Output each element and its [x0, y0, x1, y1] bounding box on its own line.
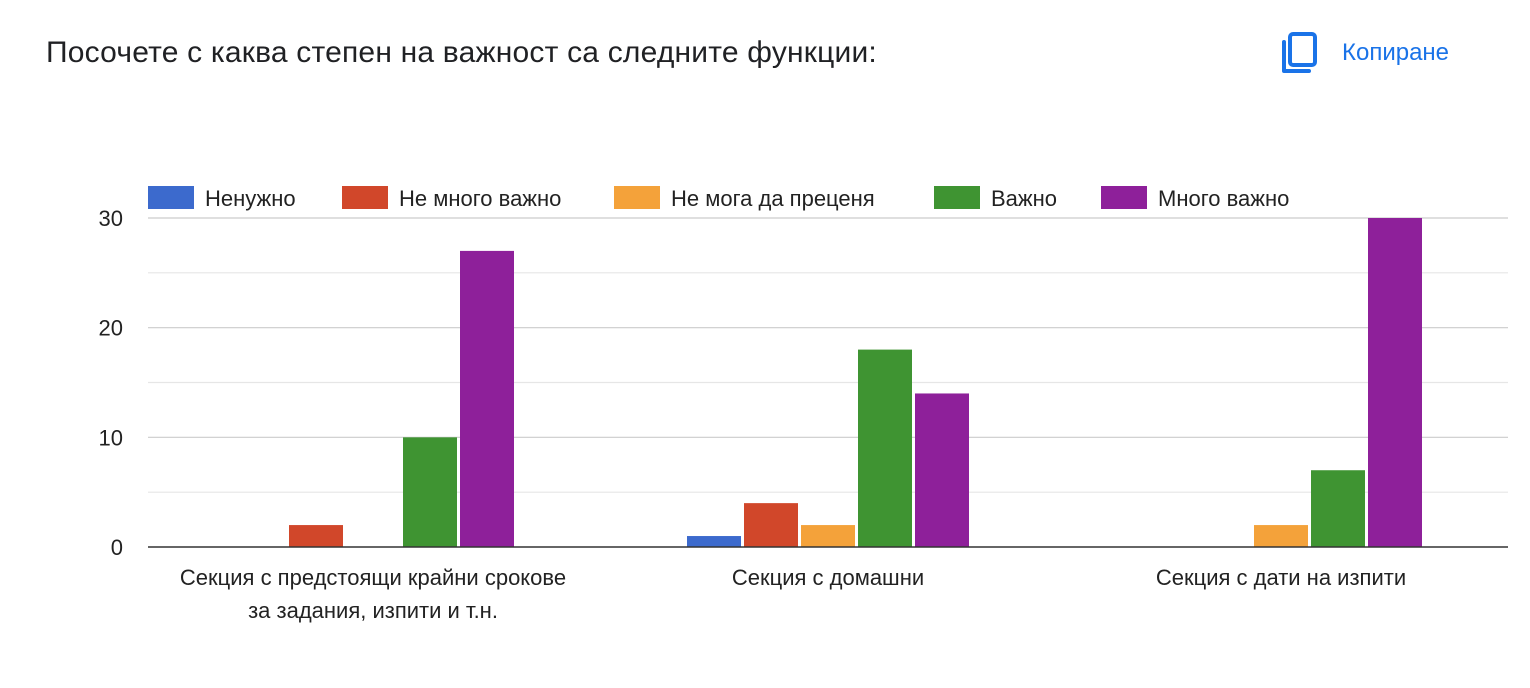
y-tick-label: 0	[111, 535, 123, 560]
copy-icon	[1278, 30, 1320, 76]
legend: Ненужно Не много важно Не мога да преценя В…	[148, 186, 1289, 211]
legend-label: Много важно	[1158, 186, 1289, 211]
legend-swatch	[1101, 186, 1147, 209]
legend-label: Важно	[991, 186, 1057, 211]
x-axis-categories: Секция с предстоящи крайни срокове за зад…	[180, 565, 1406, 623]
copy-button[interactable]: Копиране	[1278, 30, 1449, 76]
bar	[289, 525, 343, 547]
y-axis-ticks: 0 10 20 30	[99, 206, 123, 560]
y-tick-label: 20	[99, 316, 123, 341]
copy-button-label: Копиране	[1342, 39, 1450, 66]
bars	[289, 218, 1422, 547]
legend-label: Не много важно	[399, 186, 561, 211]
bar	[1368, 218, 1422, 547]
bar	[1254, 525, 1308, 547]
x-category-label: Секция с домашни	[732, 565, 924, 590]
legend-swatch	[148, 186, 194, 209]
page-title: Посочете с каква степен на важност са сл…	[46, 36, 877, 69]
y-tick-label: 30	[99, 206, 123, 231]
bar	[744, 503, 798, 547]
legend-swatch	[934, 186, 980, 209]
bar	[915, 393, 969, 547]
legend-swatch	[342, 186, 388, 209]
bar	[858, 349, 912, 547]
bar	[687, 536, 741, 547]
x-category-label: Секция с предстоящи крайни срокове	[180, 565, 566, 590]
x-category-label: за задания, изпити и т.н.	[248, 598, 498, 623]
bar	[801, 525, 855, 547]
legend-label: Не мога да преценя	[671, 186, 875, 211]
gridlines	[148, 217, 1508, 493]
bar	[1311, 470, 1365, 547]
bar	[403, 437, 457, 547]
x-category-label: Секция с дати на изпити	[1156, 565, 1406, 590]
legend-swatch	[614, 186, 660, 209]
y-tick-label: 10	[99, 425, 123, 450]
legend-label: Ненужно	[205, 186, 296, 211]
bar	[460, 250, 514, 547]
